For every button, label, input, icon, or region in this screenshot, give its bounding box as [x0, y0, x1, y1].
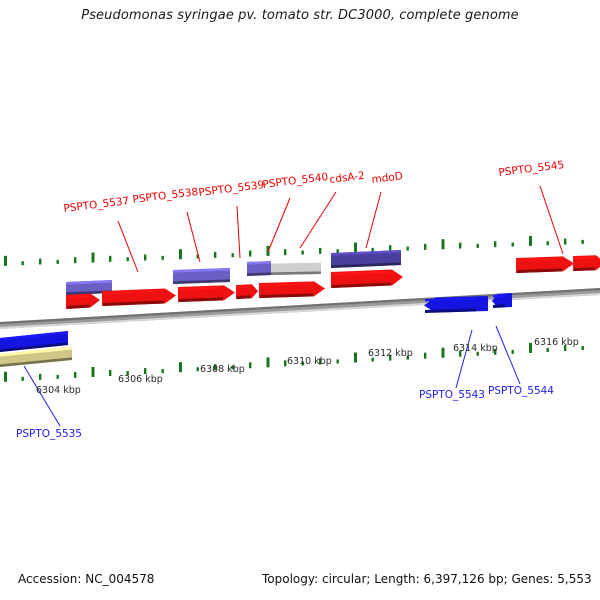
leader-line — [365, 191, 382, 249]
domain-cdsA-mdoD[interactable] — [331, 250, 401, 268]
leader-line — [299, 191, 337, 249]
gene-5545-fwd[interactable] — [516, 256, 574, 273]
scale-tick-label: 6310 kbp — [287, 356, 332, 367]
leader-line — [495, 325, 521, 385]
gene-5538-fwd[interactable] — [178, 285, 235, 302]
gene-5540-fwd[interactable] — [259, 281, 325, 298]
gene-feature-layer[interactable] — [0, 250, 600, 367]
feature-label-forward[interactable]: PSPTO_5538 — [132, 186, 199, 206]
scale-tick-label: 6304 kbp — [36, 385, 81, 396]
feature-label-forward[interactable]: mdoD — [371, 170, 404, 186]
feature-label-forward[interactable]: PSPTO_5540 — [262, 171, 329, 191]
feature-label-forward[interactable]: PSPTO_5539 — [198, 179, 265, 199]
domain-5535-khaki[interactable] — [0, 347, 72, 367]
domain-5537-a[interactable] — [66, 280, 112, 295]
leader-line — [455, 329, 473, 389]
scale-tick-label: 6316 kbp — [534, 337, 579, 348]
scale-tick-label: 6306 kbp — [118, 374, 163, 385]
feature-label-forward[interactable]: PSPTO_5537 — [63, 195, 130, 215]
gene-5537-fwd[interactable] — [102, 288, 176, 306]
gene-5536-fwd[interactable] — [66, 293, 100, 309]
page-title: Pseudomonas syringae pv. tomato str. DC3… — [81, 8, 519, 23]
leader-line — [267, 197, 291, 253]
gene-5535-reverse[interactable] — [0, 331, 68, 352]
genome-summary-text: Topology: circular; Length: 6,397,126 bp… — [262, 572, 592, 586]
ruler-ticks-bottom — [4, 342, 584, 382]
label-leader-lines — [23, 185, 564, 427]
leader-line — [539, 185, 564, 255]
gene-5544-rev[interactable] — [492, 293, 512, 308]
scale-tick-label: 6312 kbp — [368, 348, 413, 359]
feature-label-reverse[interactable]: PSPTO_5535 — [16, 428, 82, 440]
gene-mdoD-fwd[interactable] — [331, 269, 403, 288]
leader-line — [236, 205, 241, 259]
gene-5546-fwd[interactable] — [573, 255, 600, 271]
feature-label-forward[interactable]: cdsA-2 — [329, 170, 366, 186]
gene-5539a-fwd[interactable] — [236, 284, 258, 299]
leader-line — [23, 365, 61, 427]
leader-line — [117, 220, 139, 273]
feature-label-forward[interactable]: PSPTO_5545 — [498, 159, 565, 179]
accession-text: Accession: NC_004578 — [18, 572, 155, 586]
domain-5539-g[interactable] — [271, 260, 321, 275]
gene-5543-rev[interactable] — [424, 296, 488, 313]
feature-label-reverse[interactable]: PSPTO_5543 — [419, 389, 485, 401]
domain-5539-p[interactable] — [247, 261, 271, 276]
scale-tick-label: 6308 kbp — [200, 364, 245, 375]
feature-label-reverse[interactable]: PSPTO_5544 — [488, 385, 554, 397]
leader-line — [186, 211, 201, 263]
scale-tick-labels: 6304 kbp 6306 kbp 6308 kbp 6310 kbp 6312 kbp… — [36, 337, 579, 396]
scale-tick-label: 6314 kbp — [453, 343, 498, 354]
domain-5538[interactable] — [173, 268, 230, 284]
